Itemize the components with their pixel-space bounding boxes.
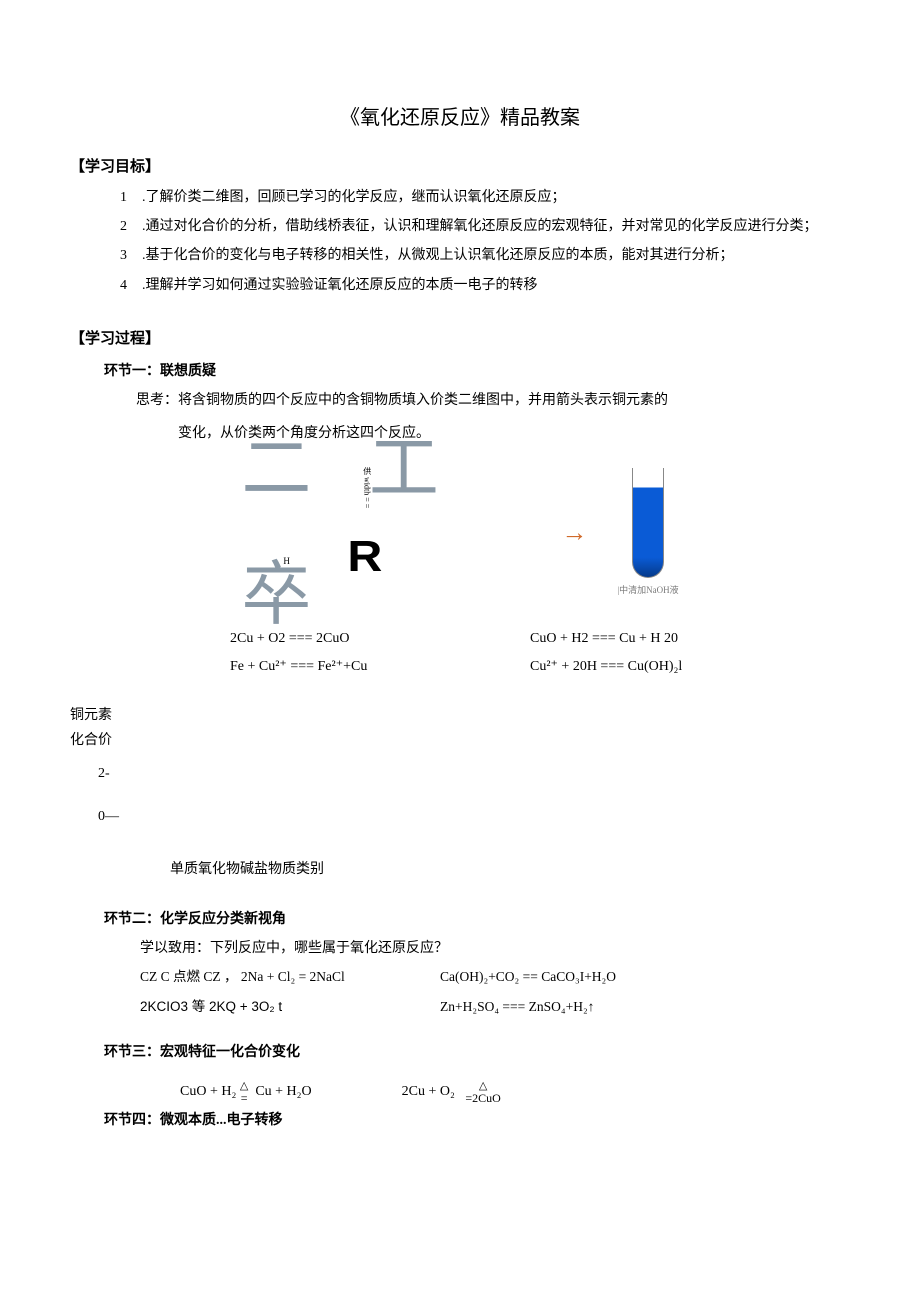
obj-num: 3 (120, 243, 142, 268)
tiny-annotation: 供 width = = (359, 467, 373, 508)
figure-glyphs: 供 width = = 二 工卒 R H (241, 463, 531, 603)
reactions-grid: CZ C 点燃 CZ ， 2Na + Cl₂ = 2NaCl Ca(OH)₂+C… (140, 965, 850, 1020)
reaction: 2KCIO3 等 2KQ + 3O₂ t (140, 995, 410, 1019)
gray-glyphs: 二 工卒 (241, 407, 531, 659)
stage-3-equations: CuO + H₂ △ = Cu + H₂O 2Cu + O₂ △ =2CuO (180, 1079, 850, 1104)
r-glyph: R (348, 517, 383, 596)
objective-item: 4 .理解并学习如何通过实验验证氧化还原反应的本质一电子的转移 (120, 273, 850, 298)
obj-num: 2 (120, 214, 142, 239)
axis-tick-0: 0— (98, 804, 850, 829)
test-tube: |中清加NaOH液 (617, 468, 678, 598)
rx-text: 2KCIO3 等 2KQ + 3O₂ t (140, 999, 282, 1014)
objective-item: 1 .了解价类二维图，回顾已学习的化学反应，继而认识氧化还原反应； (120, 185, 850, 210)
eq-right: =2CuO (465, 1092, 500, 1104)
stage-3-header: 环节三：宏观特征一化合价变化 (104, 1040, 850, 1065)
delta-over-equals: △ =2CuO (465, 1081, 500, 1104)
tube-label: |中清加NaOH液 (617, 582, 678, 598)
obj-text: .通过对化合价的分析，借助线桥表征，认识和理解氧化还原反应的宏观特征，并对常见的… (142, 214, 850, 239)
axis-tick-2: 2- (98, 761, 850, 786)
arrow-icon: → (561, 510, 587, 557)
axis-y-label-2: 化合价 (70, 728, 850, 753)
eqn: Cu²⁺ + 20H === Cu(OH)₂l (530, 654, 770, 679)
axis-diagram: 铜元素 化合价 2- 0— 单质氧化物碱盐物质类别 (70, 703, 850, 883)
eqn-delta: CuO + H₂ △ = Cu + H₂O (180, 1079, 312, 1104)
stage-4-header: 环节四：微观本质...电子转移 (104, 1108, 850, 1133)
objective-item: 3 .基于化合价的变化与电子转移的相关性，从微观上认识氧化还原反应的本质，能对其… (120, 243, 850, 268)
objectives-list: 1 .了解价类二维图，回顾已学习的化学反应，继而认识氧化还原反应； 2 .通过对… (70, 185, 850, 298)
delta-over-equals: △ = (240, 1081, 248, 1104)
eq-left: 2Cu + O₂ (402, 1084, 455, 1099)
axis-y-label-1: 铜元素 (70, 703, 850, 728)
axis-x-categories: 单质氧化物碱盐物质类别 (170, 857, 850, 882)
obj-text: .基于化合价的变化与电子转移的相关性，从微观上认识氧化还原反应的本质，能对其进行… (142, 243, 850, 268)
apply-prompt: 学以致用：下列反应中，哪些属于氧化还原反应？ (140, 936, 850, 961)
reaction: Zn+H₂SO₄ === ZnSO₄+H₂↑ (440, 995, 700, 1019)
objective-item: 2 .通过对化合价的分析，借助线桥表征，认识和理解氧化还原反应的宏观特征，并对常… (120, 214, 850, 239)
tube-graphic (632, 468, 664, 578)
eqn-delta: 2Cu + O₂ △ =2CuO (402, 1079, 501, 1104)
stage-1-header: 环节一：联想质疑 (104, 359, 850, 384)
obj-num: 4 (120, 273, 142, 298)
eqn: CuO + H2 === Cu + H 20 (530, 626, 770, 651)
obj-text: .了解价类二维图，回顾已学习的化学反应，继而认识氧化还原反应； (142, 185, 850, 210)
obj-text: .理解并学习如何通过实验验证氧化还原反应的本质一电子的转移 (142, 273, 850, 298)
rx-text: CZ C 点燃 CZ ， 2Na + Cl₂ = 2NaCl (140, 969, 345, 984)
eq-left: CuO + H₂ (180, 1084, 236, 1099)
page-title: 《氧化还原反应》精品教案 (70, 100, 850, 136)
eq-right: Cu + H₂O (255, 1084, 311, 1099)
obj-num: 1 (120, 185, 142, 210)
h-glyph: H (283, 553, 290, 569)
figure-row: 供 width = = 二 工卒 R H → |中清加NaOH液 (70, 458, 850, 608)
process-header: 【学习过程】 (70, 326, 850, 353)
goals-header: 【学习目标】 (70, 154, 850, 181)
equals: = (241, 1092, 248, 1104)
reaction: Ca(OH)₂+CO₂ == CaCO₃I+H₂O (440, 965, 700, 989)
reaction: CZ C 点燃 CZ ， 2Na + Cl₂ = 2NaCl (140, 965, 410, 989)
stage-2-header: 环节二：化学反应分类新视角 (104, 907, 850, 932)
